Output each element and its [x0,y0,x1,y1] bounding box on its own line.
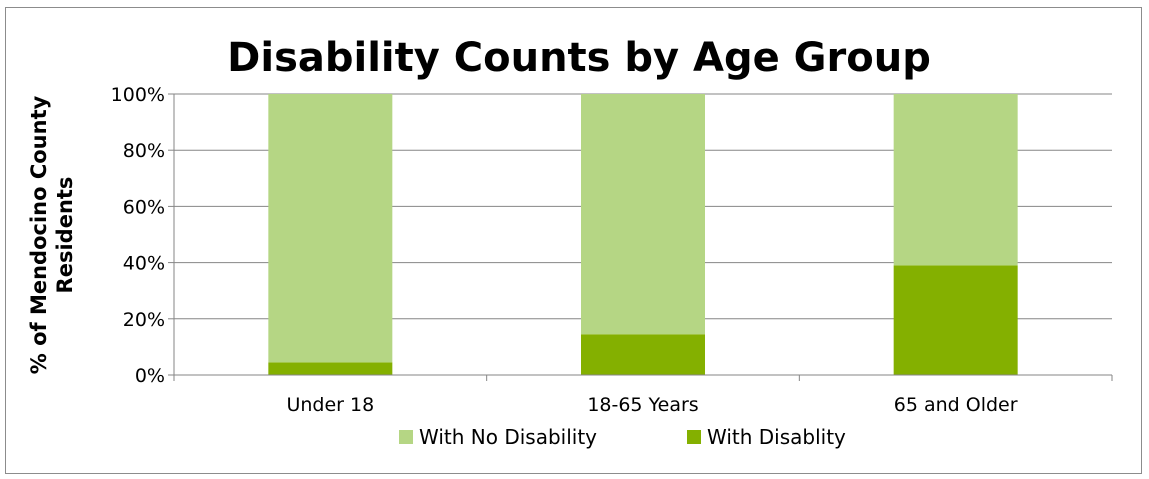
chart: Disability Counts by Age Group % of Mend… [27,35,1113,449]
bars [268,94,1018,375]
y-tick-label-60: 60% [123,196,165,218]
y-axis-label: % of Mendocino County Residents [27,95,77,374]
y-axis-label-line-1: % of Mendocino County [27,95,51,374]
bar-18-65-years-with-no-disability [581,94,705,335]
y-tick-label-40: 40% [123,253,165,275]
y-tick-label-80: 80% [123,140,165,162]
chart-title: Disability Counts by Age Group [227,35,931,81]
bar-65-and-older-with-disablity [893,265,1018,375]
x-tick-labels: Under 18 18-65 Years 65 and Older [286,394,1017,416]
y-tick-label-0: 0% [135,365,165,387]
bar-18-65-years-with-disablity [581,334,705,375]
y-tick-label-100: 100% [111,84,165,106]
legend-swatch-with-no-disability [399,430,413,444]
y-tick-label-20: 20% [123,309,165,331]
bar-65-and-older-with-no-disability [893,94,1018,266]
legend-label-with-no-disability: With No Disability [419,425,597,449]
legend-label-with-disablity: With Disablity [707,425,846,449]
legend-swatch-with-disablity [687,430,701,444]
y-tick-labels: 0% 20% 40% 60% 80% 100% [111,84,165,387]
x-tick-label-18-65-years: 18-65 Years [587,394,698,416]
axes [168,93,1113,381]
bar-under-18-with-disablity [268,362,393,375]
chart-frame: Disability Counts by Age Group % of Mend… [5,7,1142,474]
x-tick-label-65-and-older: 65 and Older [894,394,1018,416]
bar-under-18-with-no-disability [268,94,393,363]
legend: With No Disability With Disablity [399,425,846,449]
x-tick-label-under-18: Under 18 [286,394,374,416]
y-axis-label-line-2: Residents [53,177,77,294]
